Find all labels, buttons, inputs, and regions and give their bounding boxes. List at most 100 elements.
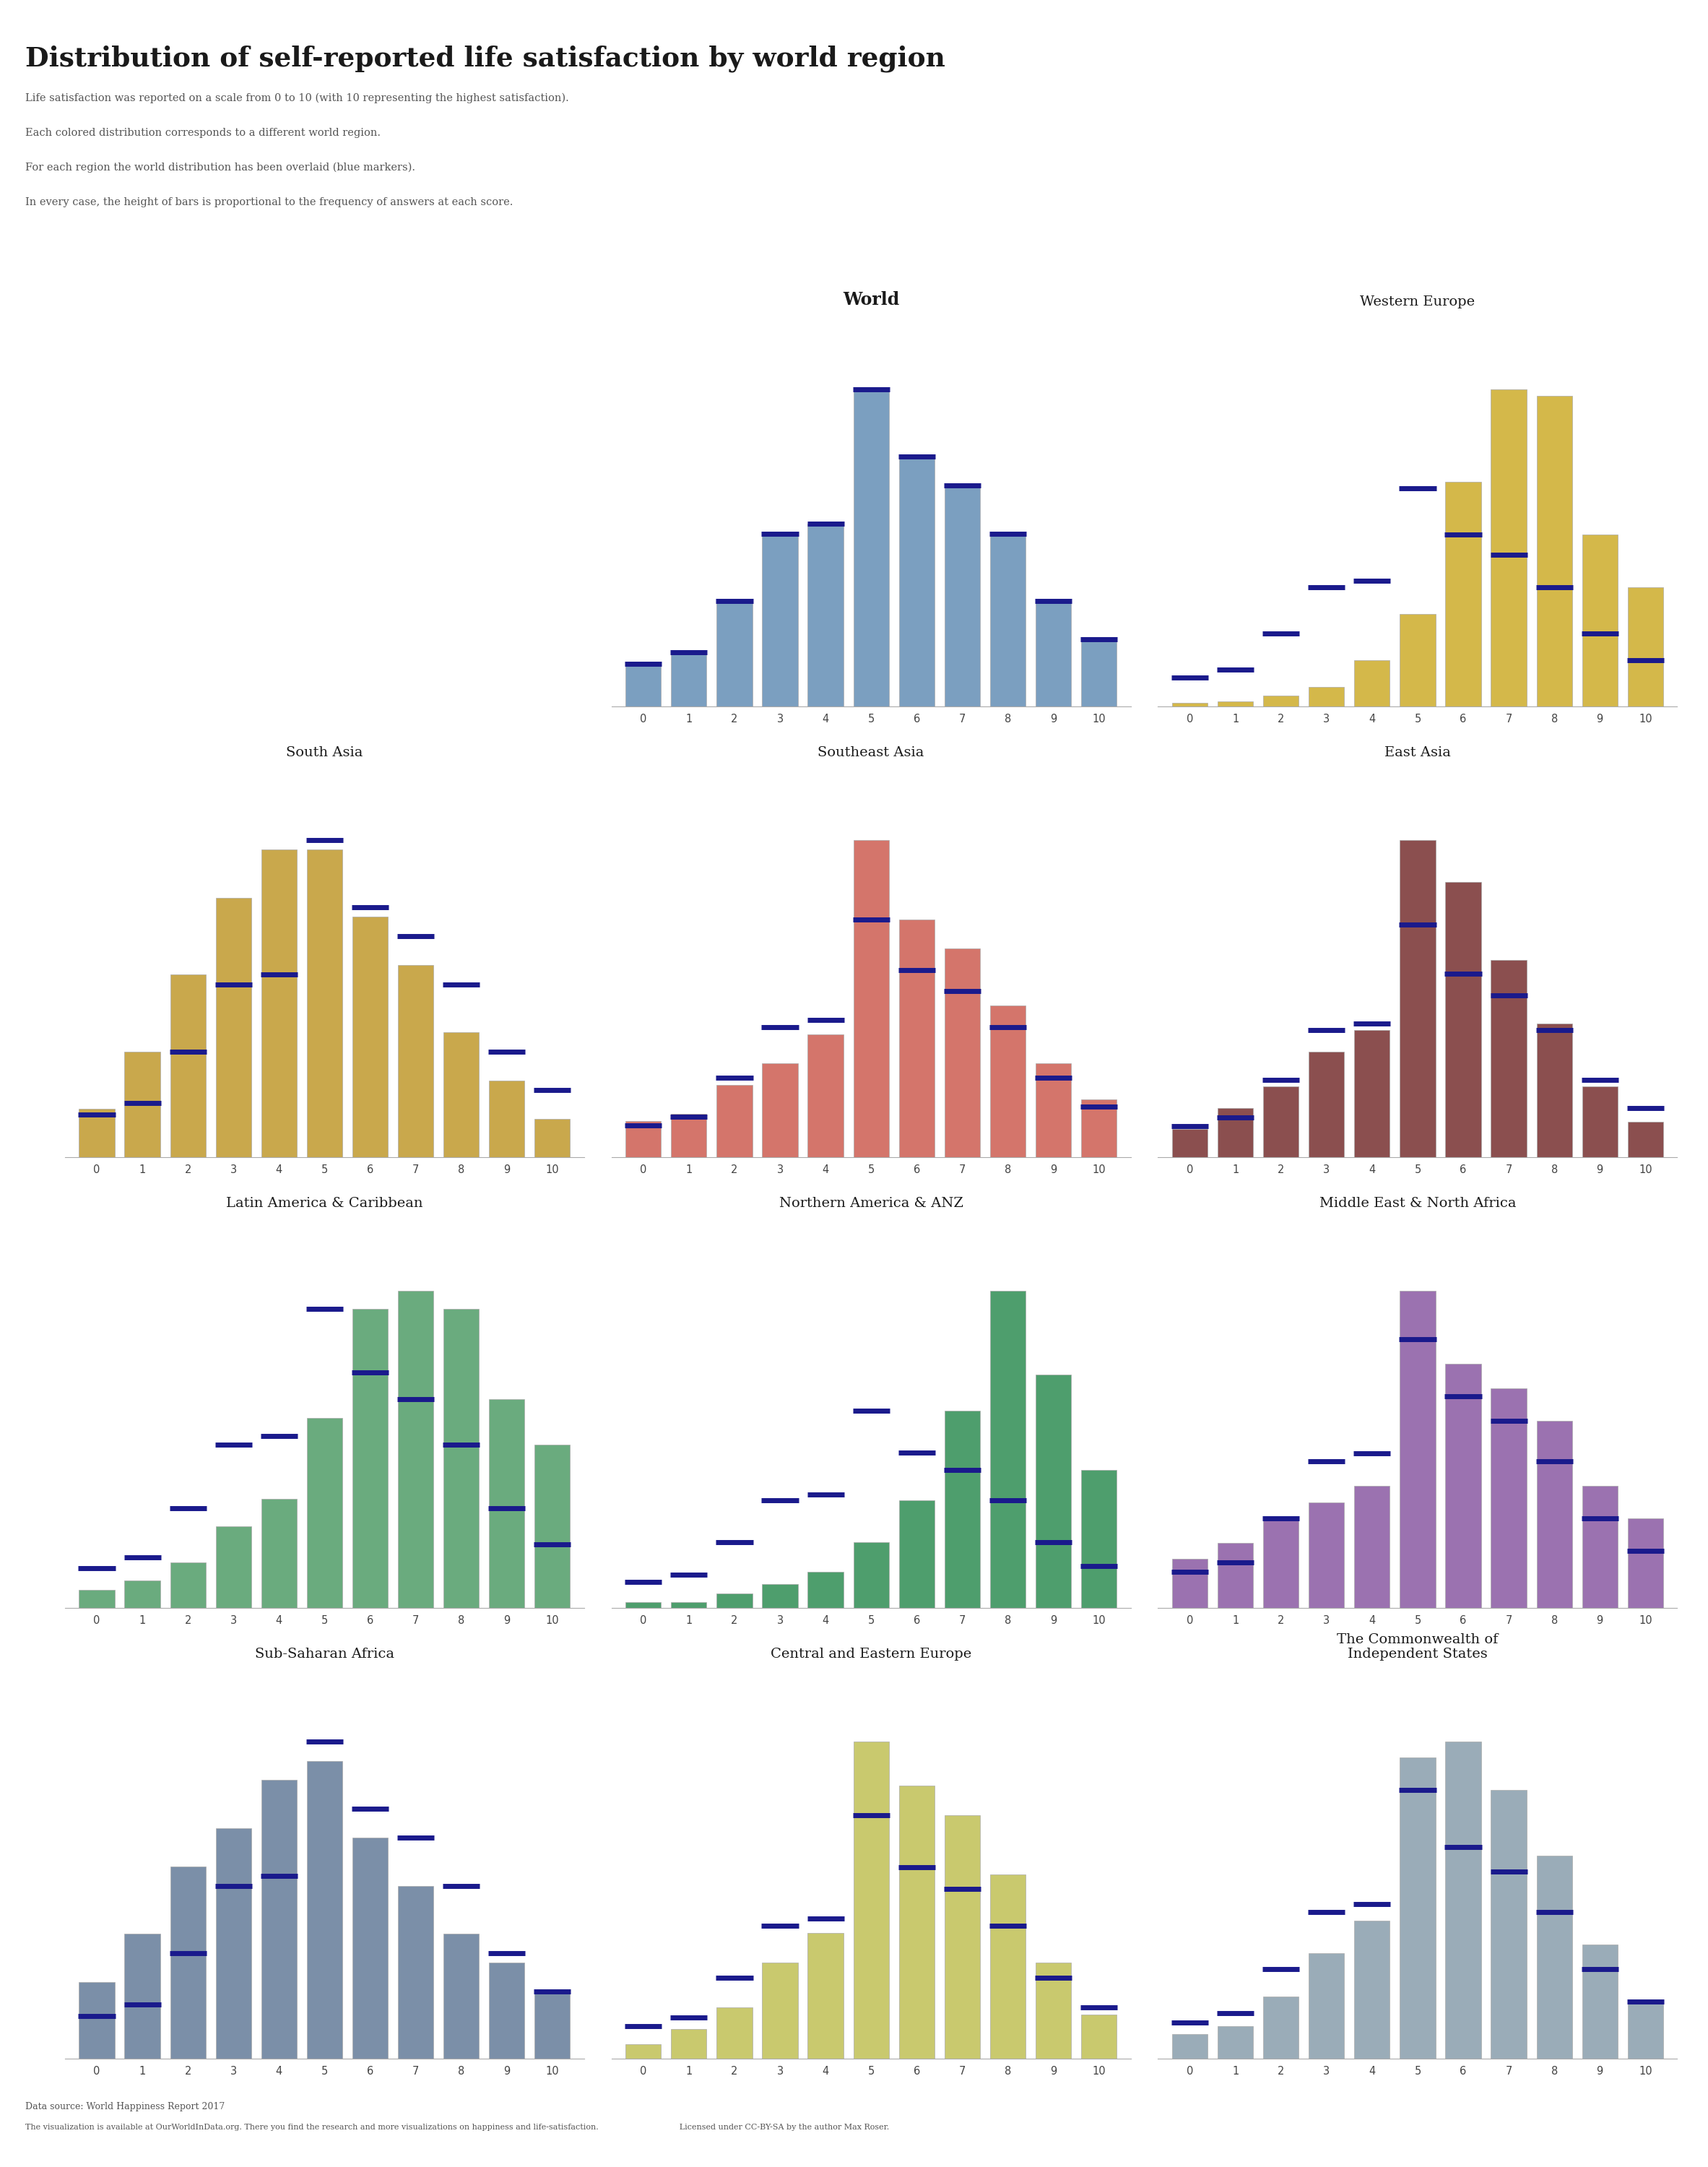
Bar (1218, 1107, 1254, 1157)
Bar (854, 390, 888, 706)
Bar (762, 1064, 798, 1157)
Bar (125, 1933, 161, 2059)
Bar (1354, 1487, 1390, 1608)
Bar (125, 1051, 161, 1157)
Bar (488, 1963, 524, 2059)
Text: Latin America & Caribbean: Latin America & Caribbean (225, 1196, 424, 1209)
Bar (1491, 960, 1527, 1157)
Bar (1218, 2026, 1254, 2059)
Bar (945, 485, 980, 706)
Bar (79, 1983, 114, 2059)
Bar (1401, 613, 1435, 706)
Bar (671, 652, 707, 706)
Bar (1218, 702, 1254, 706)
Bar (1491, 1389, 1527, 1608)
Bar (1401, 841, 1435, 1157)
Bar (717, 1086, 752, 1157)
Bar (444, 1309, 478, 1608)
Bar (1628, 1123, 1664, 1157)
Bar (1354, 1029, 1390, 1157)
Bar (1445, 882, 1481, 1157)
Bar (1537, 1855, 1571, 2059)
Text: Each colored distribution corresponds to a different world region.: Each colored distribution corresponds to… (26, 128, 381, 139)
Bar (854, 841, 888, 1157)
Bar (1264, 1519, 1298, 1608)
Bar (261, 1500, 297, 1608)
Bar (488, 1081, 524, 1157)
Bar (1491, 390, 1527, 706)
Bar (307, 1417, 342, 1608)
Bar (1401, 1292, 1435, 1608)
Bar (1264, 1996, 1298, 2059)
Bar (1172, 2035, 1208, 2059)
Bar (1308, 1051, 1344, 1157)
Bar (535, 1445, 570, 1608)
Bar (1035, 1064, 1071, 1157)
Bar (945, 949, 980, 1157)
Bar (854, 1742, 888, 2059)
Bar (444, 1031, 478, 1157)
Text: Life satisfaction was reported on a scale from 0 to 10 (with 10 representing the: Life satisfaction was reported on a scal… (26, 93, 569, 104)
Bar (808, 1933, 844, 2059)
Bar (762, 1963, 798, 2059)
Text: Sub-Saharan Africa: Sub-Saharan Africa (254, 1647, 395, 1660)
Bar (79, 1591, 114, 1608)
Bar (1308, 1502, 1344, 1608)
Bar (1172, 1558, 1208, 1608)
Bar (1172, 1129, 1208, 1157)
Bar (808, 1034, 844, 1157)
Bar (1308, 1952, 1344, 2059)
Text: Western Europe: Western Europe (1360, 295, 1476, 308)
Bar (1628, 587, 1664, 706)
Text: Middle East & North Africa: Middle East & North Africa (1319, 1196, 1517, 1209)
Bar (215, 897, 251, 1157)
Bar (1537, 1023, 1571, 1157)
Text: Northern America & ANZ: Northern America & ANZ (779, 1196, 963, 1209)
Bar (171, 1866, 205, 2059)
Bar (215, 1526, 251, 1608)
Text: Data source: World Happiness Report 2017: Data source: World Happiness Report 2017 (26, 2102, 225, 2111)
Text: Our World
in Data: Our World in Data (1529, 37, 1600, 65)
Bar (535, 1991, 570, 2059)
Bar (898, 919, 934, 1157)
Bar (1264, 696, 1298, 706)
Bar (671, 2028, 707, 2059)
Bar (261, 1779, 297, 2059)
Bar (1035, 1963, 1071, 2059)
Bar (898, 1500, 934, 1608)
Bar (125, 1580, 161, 1608)
Bar (398, 964, 434, 1157)
Bar (215, 1829, 251, 2059)
Bar (488, 1400, 524, 1608)
Bar (808, 1571, 844, 1608)
Bar (1445, 481, 1481, 706)
Text: For each region the world distribution has been overlaid (blue markers).: For each region the world distribution h… (26, 163, 415, 173)
Bar (307, 1762, 342, 2059)
Bar (717, 1593, 752, 1608)
Bar (398, 1885, 434, 2059)
Bar (625, 1601, 661, 1608)
Bar (1354, 661, 1390, 706)
Bar (717, 2007, 752, 2059)
Bar (307, 849, 342, 1157)
Bar (1172, 702, 1208, 706)
Bar (1537, 1422, 1571, 1608)
Bar (1308, 687, 1344, 706)
Bar (991, 1005, 1025, 1157)
Bar (261, 849, 297, 1157)
Bar (79, 1110, 114, 1157)
Bar (991, 1292, 1025, 1608)
Bar (625, 1120, 661, 1157)
Bar (945, 1816, 980, 2059)
Bar (1628, 1519, 1664, 1608)
Bar (1035, 600, 1071, 706)
Bar (398, 1292, 434, 1608)
Bar (1582, 1487, 1617, 1608)
Bar (1081, 1469, 1117, 1608)
Bar (1491, 1790, 1527, 2059)
Bar (1081, 639, 1117, 706)
Bar (535, 1118, 570, 1157)
Bar (1537, 397, 1571, 706)
Bar (1081, 1099, 1117, 1157)
Bar (171, 975, 205, 1157)
